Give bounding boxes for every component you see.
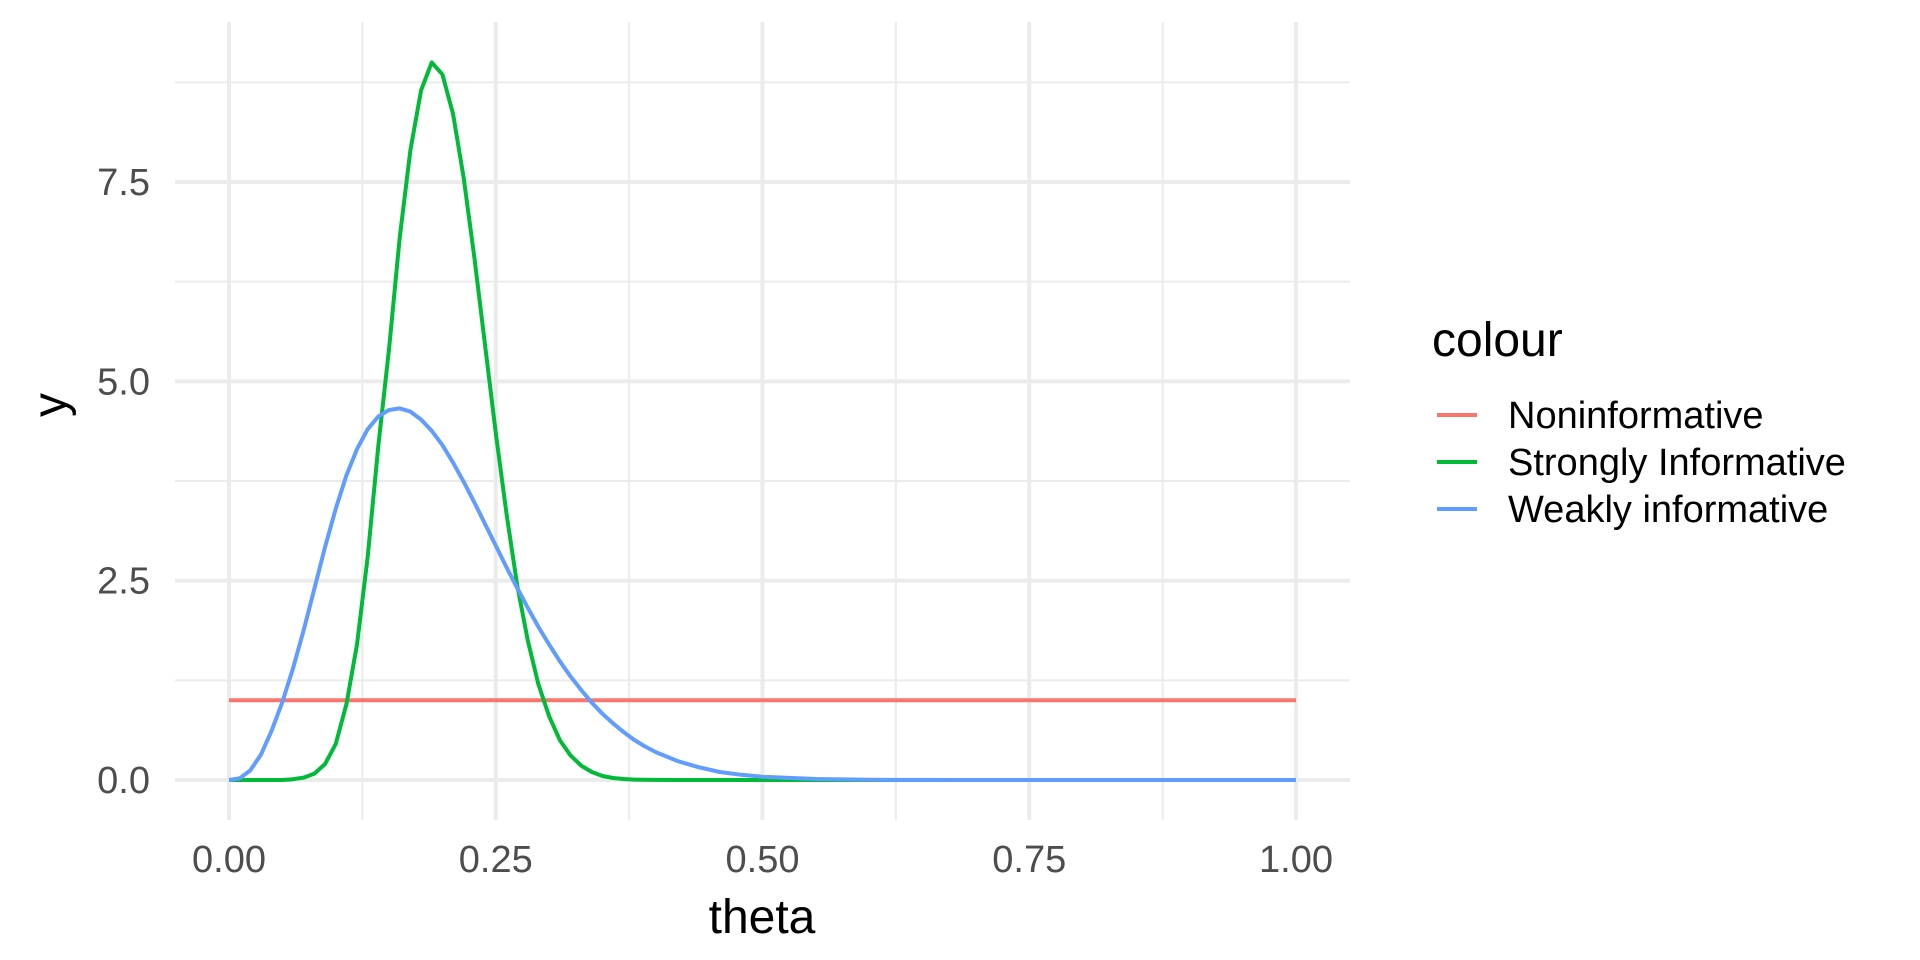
legend-label-strongly-informative: Strongly Informative [1508, 442, 1846, 484]
x-axis-title: theta [709, 891, 816, 944]
legend-title: colour [1432, 314, 1563, 367]
series-line-weakly-informative [228, 406, 1296, 782]
x-tick-label: 0.50 [726, 839, 800, 881]
series-line-strongly-informative [229, 60, 1296, 782]
x-tick-label: 1.00 [1259, 839, 1333, 881]
legend: Noninformative Strongly Informative Weakly… [1437, 395, 1846, 531]
x-tick-label: 0.00 [192, 839, 266, 881]
series-lines [228, 60, 1296, 782]
y-tick-label: 7.5 [97, 162, 150, 204]
y-tick-label: 0.0 [97, 760, 150, 802]
x-axis-ticks: 0.00 0.25 0.50 0.75 1.00 [192, 839, 1333, 881]
y-axis-ticks: 0.0 2.5 5.0 7.5 [97, 162, 150, 802]
x-tick-label: 0.75 [992, 839, 1066, 881]
y-tick-label: 2.5 [97, 561, 150, 603]
x-tick-label: 0.25 [459, 839, 533, 881]
y-axis-title: y [24, 393, 77, 417]
y-tick-label: 5.0 [97, 361, 150, 403]
legend-label-noninformative: Noninformative [1508, 395, 1764, 437]
legend-label-weakly-informative: Weakly informative [1508, 489, 1828, 531]
